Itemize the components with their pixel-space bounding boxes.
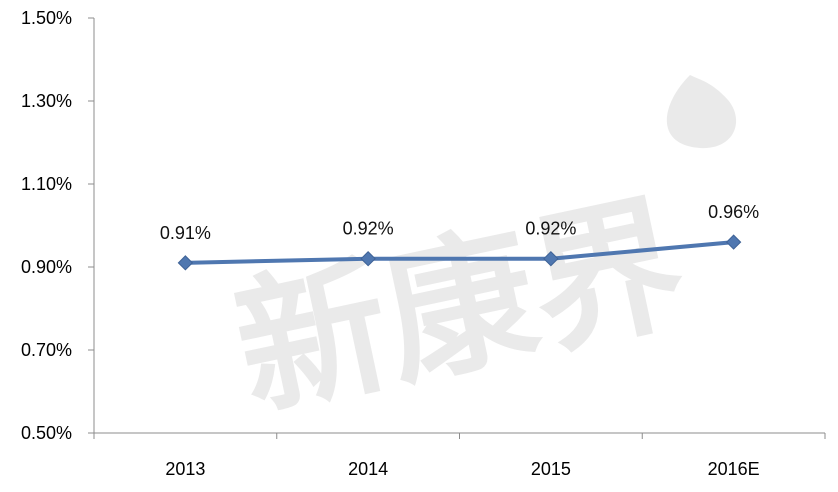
data-label: 0.96% [708, 202, 759, 222]
series-line [185, 240, 734, 265]
y-tick-label: 0.70% [21, 340, 72, 360]
y-tick-label: 1.30% [21, 91, 72, 111]
data-label: 0.92% [343, 219, 394, 239]
data-point-marker [725, 234, 742, 250]
data-label: 0.92% [525, 219, 576, 239]
x-tick-label: 2014 [348, 459, 388, 479]
y-axis-ticks: 0.50% 0.70% 0.90% 1.10% 1.30% 1.50% [21, 8, 94, 443]
x-tick-label: 2016E [708, 459, 760, 479]
y-tick-label: 0.50% [21, 423, 72, 443]
data-point-marker [360, 250, 376, 267]
x-tick-label: 2013 [165, 459, 205, 479]
data-point-marker [543, 250, 559, 267]
y-tick-label: 0.90% [21, 257, 72, 277]
watermark-text: 新康界 [222, 176, 698, 440]
x-axis-ticks: 2013 2014 2015 2016E [93, 433, 826, 479]
leaf-icon [666, 75, 737, 149]
y-tick-label: 1.10% [21, 174, 72, 194]
data-point-marker [177, 255, 194, 271]
series-layer [177, 234, 742, 271]
x-tick-label: 2015 [531, 459, 571, 479]
axes: 0.50%0.70%0.90%1.10%1.30%1.50% 2013 2014 2… [21, 8, 826, 479]
data-labels-layer: 0.91% 0.92% 0.92% 0.96% [160, 202, 759, 243]
y-tick-label: 1.50% [21, 8, 72, 28]
data-label: 0.91% [160, 223, 211, 243]
